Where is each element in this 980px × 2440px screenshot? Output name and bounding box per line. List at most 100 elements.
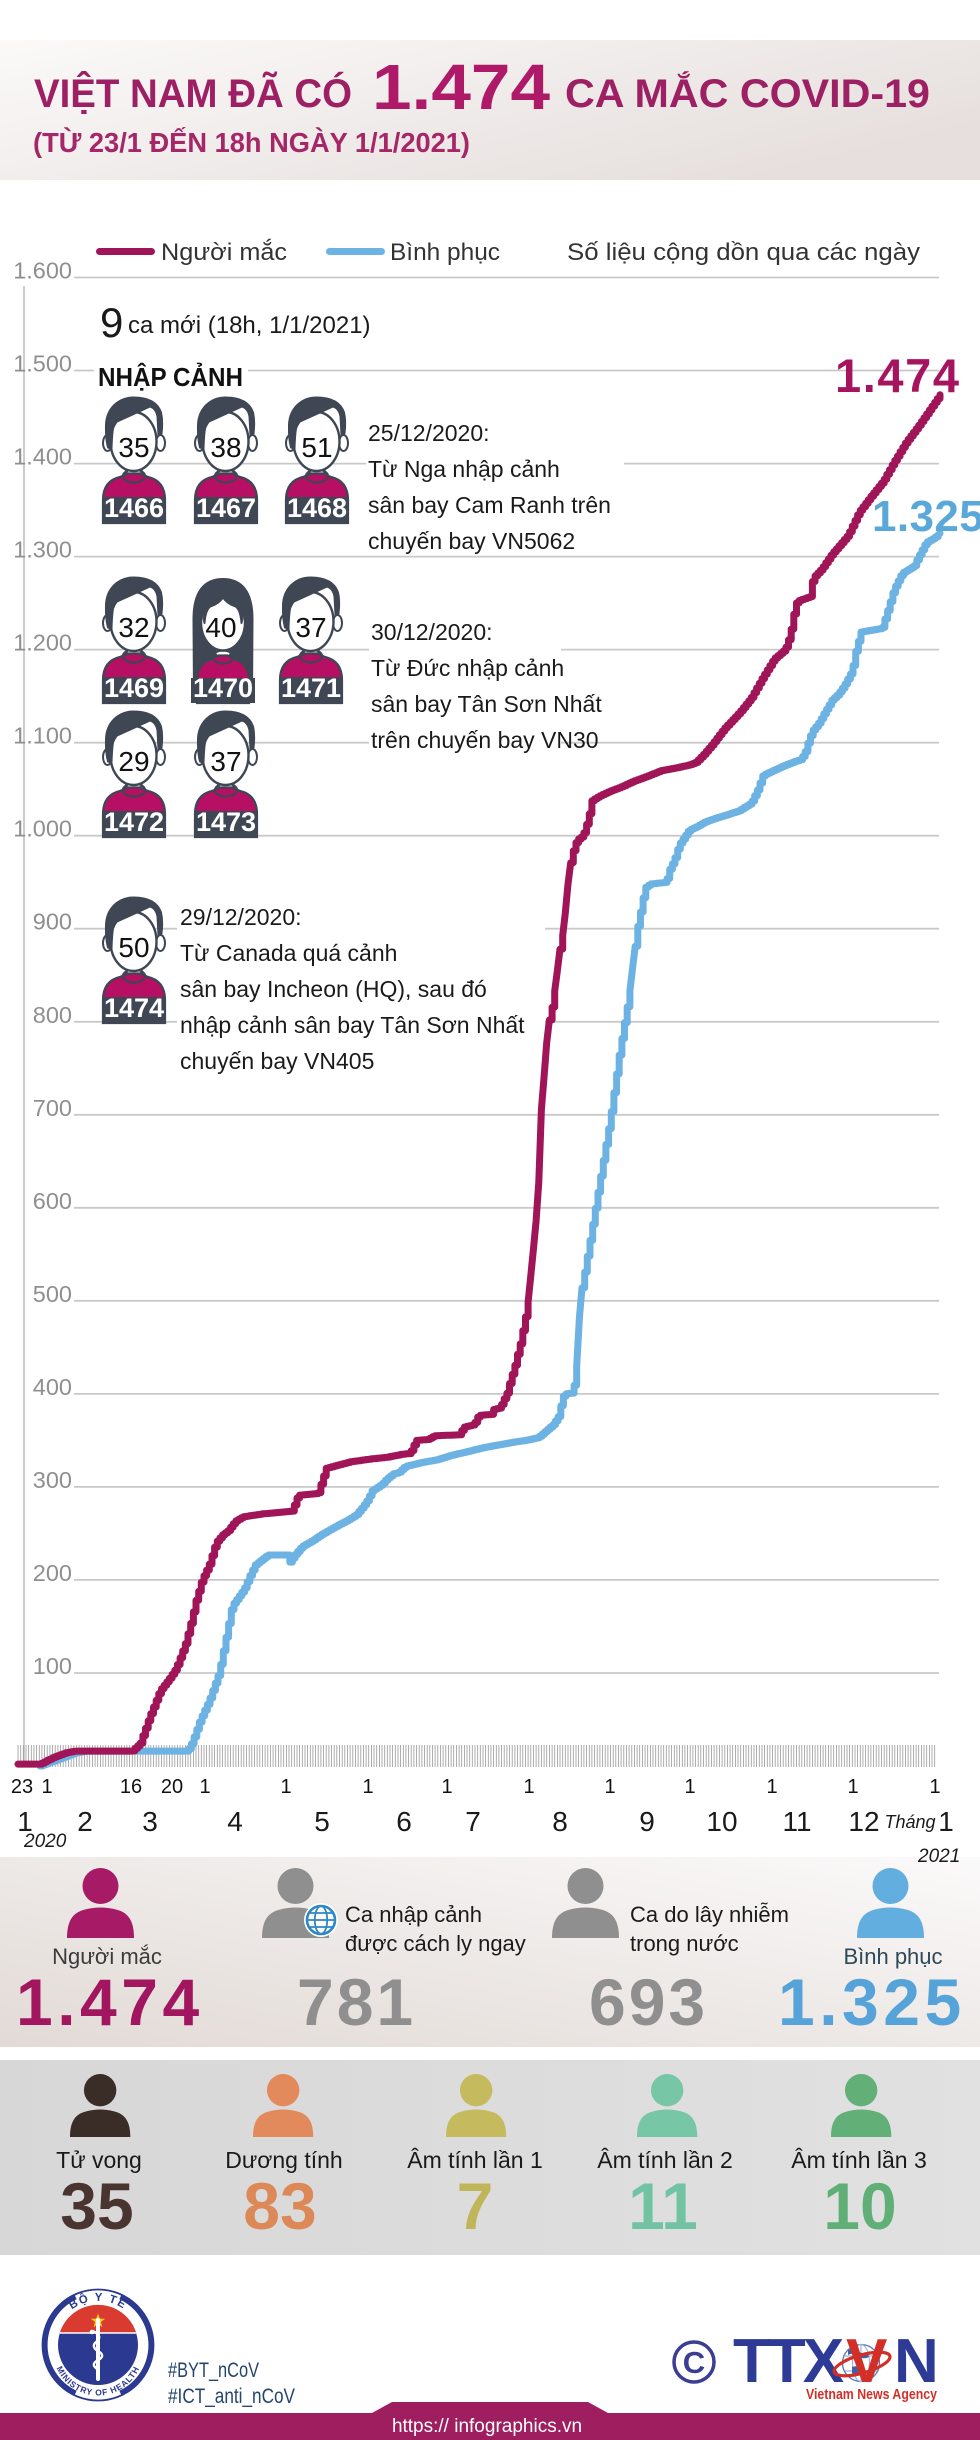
svg-text:2020: 2020 bbox=[23, 1831, 67, 1852]
svg-text:(TỪ 23/1 ĐẾN 18h NGÀY 1/1/2021: (TỪ 23/1 ĐẾN 18h NGÀY 1/1/2021) bbox=[33, 127, 470, 158]
svg-text:C: C bbox=[683, 2345, 705, 2380]
svg-text:1: 1 bbox=[684, 1776, 695, 1798]
svg-text:4: 4 bbox=[227, 1806, 243, 1837]
svg-text:500: 500 bbox=[33, 1281, 72, 1307]
svg-text:Tử vong: Tử vong bbox=[56, 2147, 142, 2173]
svg-text:Bình phục: Bình phục bbox=[843, 1944, 942, 1969]
svg-text:1.474: 1.474 bbox=[16, 1965, 204, 2039]
svg-text:1: 1 bbox=[17, 1806, 33, 1837]
svg-text:35: 35 bbox=[118, 432, 149, 463]
svg-text:50: 50 bbox=[118, 932, 149, 963]
svg-text:Từ Canada quá cảnh: Từ Canada quá cảnh bbox=[180, 940, 397, 966]
svg-text:5: 5 bbox=[314, 1806, 330, 1837]
svg-text:11: 11 bbox=[782, 1806, 811, 1837]
svg-text:1466: 1466 bbox=[104, 493, 164, 523]
svg-text:300: 300 bbox=[33, 1467, 72, 1493]
svg-text:1: 1 bbox=[41, 1776, 52, 1798]
svg-text:chuyến bay VN5062: chuyến bay VN5062 bbox=[368, 528, 575, 554]
svg-text:200: 200 bbox=[33, 1560, 72, 1586]
svg-text:2021: 2021 bbox=[917, 1846, 960, 1867]
svg-text:1.325: 1.325 bbox=[872, 492, 980, 541]
svg-text:6: 6 bbox=[396, 1806, 412, 1837]
svg-text:1: 1 bbox=[766, 1776, 777, 1798]
svg-text:1: 1 bbox=[929, 1776, 940, 1798]
svg-text:V: V bbox=[846, 2327, 887, 2396]
svg-text:1.400: 1.400 bbox=[13, 444, 72, 470]
svg-text:Âm tính lần 2: Âm tính lần 2 bbox=[597, 2147, 733, 2173]
svg-text:400: 400 bbox=[33, 1374, 72, 1400]
svg-text:32: 32 bbox=[118, 612, 149, 643]
svg-text:38: 38 bbox=[210, 432, 241, 463]
svg-text:1.474: 1.474 bbox=[372, 51, 550, 123]
svg-text:VIỆT NAM ĐÃ CÓ: VIỆT NAM ĐÃ CÓ bbox=[34, 70, 352, 116]
svg-text:Ca do lây nhiễm: Ca do lây nhiễm bbox=[630, 1902, 789, 1927]
svg-text:1.200: 1.200 bbox=[13, 630, 72, 656]
svg-text:10: 10 bbox=[823, 2169, 896, 2243]
svg-text:1470: 1470 bbox=[193, 673, 253, 703]
svg-text:29: 29 bbox=[118, 746, 149, 777]
svg-text:3: 3 bbox=[142, 1806, 158, 1837]
svg-text:sân bay Tân Sơn Nhất: sân bay Tân Sơn Nhất bbox=[371, 691, 602, 717]
svg-text:1.100: 1.100 bbox=[13, 723, 72, 749]
svg-text:1.500: 1.500 bbox=[13, 351, 72, 377]
svg-text:Người mắc: Người mắc bbox=[52, 1944, 162, 1969]
svg-text:11: 11 bbox=[628, 2169, 698, 2243]
svg-text:sân bay Cam Ranh trên: sân bay Cam Ranh trên bbox=[368, 492, 611, 518]
svg-text:1: 1 bbox=[604, 1776, 615, 1798]
svg-text:12: 12 bbox=[848, 1806, 879, 1837]
svg-text:nhập cảnh sân bay Tân Sơn Nhất: nhập cảnh sân bay Tân Sơn Nhất bbox=[180, 1012, 525, 1038]
svg-text:8: 8 bbox=[552, 1806, 568, 1837]
svg-text:ca mới (18h, 1/1/2021): ca mới (18h, 1/1/2021) bbox=[128, 312, 371, 339]
svg-text:10: 10 bbox=[706, 1806, 737, 1837]
svg-text:N: N bbox=[894, 2327, 936, 2396]
svg-text:16: 16 bbox=[120, 1776, 142, 1798]
svg-text:1: 1 bbox=[523, 1776, 534, 1798]
svg-text:30/12/2020:: 30/12/2020: bbox=[371, 619, 493, 645]
svg-text:100: 100 bbox=[33, 1653, 72, 1679]
svg-text:Vietnam News Agency: Vietnam News Agency bbox=[806, 2386, 938, 2403]
svg-text:1.474: 1.474 bbox=[835, 349, 961, 402]
svg-text:693: 693 bbox=[589, 1965, 708, 2039]
svg-text:83: 83 bbox=[243, 2169, 316, 2243]
svg-text:25/12/2020:: 25/12/2020: bbox=[368, 420, 490, 446]
svg-text:1.600: 1.600 bbox=[13, 258, 72, 284]
svg-text:35: 35 bbox=[60, 2169, 133, 2243]
svg-text:37: 37 bbox=[210, 746, 241, 777]
svg-text:1468: 1468 bbox=[287, 493, 347, 523]
svg-text:7: 7 bbox=[465, 1806, 481, 1837]
svg-text:NHẬP CẢNH: NHẬP CẢNH bbox=[98, 362, 243, 392]
svg-text:40: 40 bbox=[205, 612, 236, 643]
svg-text:700: 700 bbox=[33, 1095, 72, 1121]
svg-text:1473: 1473 bbox=[196, 807, 256, 837]
svg-text:1: 1 bbox=[280, 1776, 291, 1798]
svg-text:Người mắc: Người mắc bbox=[161, 239, 287, 266]
svg-text:1.300: 1.300 bbox=[13, 537, 72, 563]
svg-text:1: 1 bbox=[199, 1776, 210, 1798]
svg-text:#BYT_nCoV: #BYT_nCoV bbox=[168, 2359, 259, 2382]
svg-text:Từ Đức nhập cảnh: Từ Đức nhập cảnh bbox=[371, 655, 564, 681]
svg-text:chuyến bay VN405: chuyến bay VN405 bbox=[180, 1048, 374, 1074]
svg-text:1472: 1472 bbox=[104, 807, 164, 837]
svg-text:https:// infographics.vn: https:// infographics.vn bbox=[392, 2416, 582, 2437]
svg-text:Bình phục: Bình phục bbox=[390, 239, 500, 266]
svg-text:1: 1 bbox=[362, 1776, 373, 1798]
svg-text:Tháng: Tháng bbox=[884, 1812, 935, 1832]
svg-text:Âm tính lần 1: Âm tính lần 1 bbox=[407, 2147, 543, 2173]
svg-text:1474: 1474 bbox=[104, 993, 164, 1023]
svg-text:CA MẮC COVID-19: CA MẮC COVID-19 bbox=[565, 70, 930, 116]
svg-text:trong nước: trong nước bbox=[630, 1931, 739, 1956]
svg-text:#ICT_anti_nCoV: #ICT_anti_nCoV bbox=[168, 2385, 295, 2408]
svg-text:1471: 1471 bbox=[281, 673, 341, 703]
svg-text:2: 2 bbox=[77, 1806, 93, 1837]
svg-text:900: 900 bbox=[33, 909, 72, 935]
svg-text:sân bay Incheon (HQ), sau đó: sân bay Incheon (HQ), sau đó bbox=[180, 976, 487, 1002]
svg-text:7: 7 bbox=[457, 2169, 494, 2243]
svg-text:Số liệu cộng dồn qua các ngày: Số liệu cộng dồn qua các ngày bbox=[567, 239, 920, 266]
svg-text:600: 600 bbox=[33, 1188, 72, 1214]
svg-text:Dương tính: Dương tính bbox=[225, 2147, 342, 2173]
svg-text:9: 9 bbox=[100, 299, 123, 346]
svg-text:TTX: TTX bbox=[733, 2327, 844, 2396]
svg-text:Âm tính lần 3: Âm tính lần 3 bbox=[791, 2147, 927, 2173]
svg-text:23: 23 bbox=[11, 1776, 33, 1798]
svg-text:trên chuyến bay VN30: trên chuyến bay VN30 bbox=[371, 727, 599, 753]
